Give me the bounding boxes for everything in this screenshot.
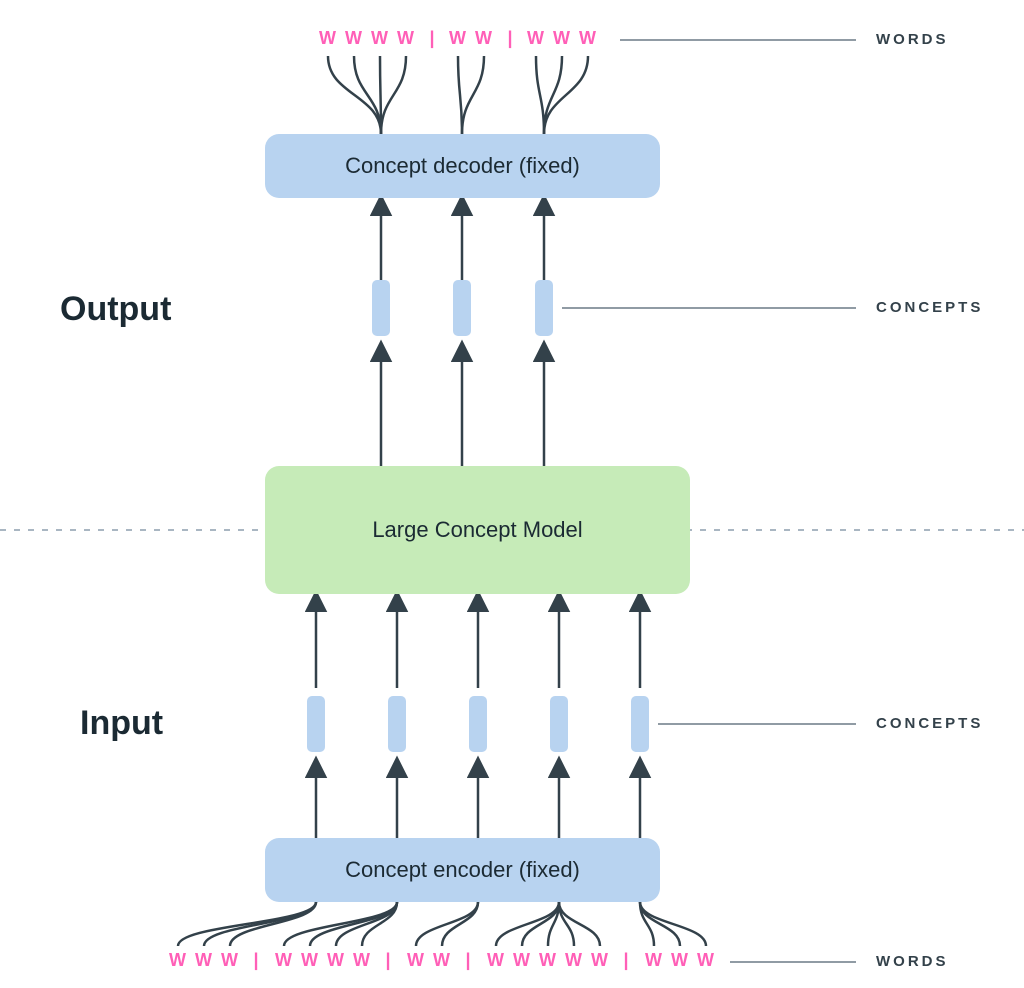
word-token-bottom: W	[565, 950, 583, 971]
word-token-bottom: W	[407, 950, 425, 971]
separator-token-bottom: |	[465, 950, 470, 971]
concept-chip	[372, 280, 390, 336]
decoder-box: Concept decoder (fixed)	[265, 134, 660, 198]
word-token-top: W	[345, 28, 363, 49]
word-token-bottom: W	[221, 950, 239, 971]
concept-chip	[469, 696, 487, 752]
word-token-bottom: W	[671, 950, 689, 971]
annotation-concepts: CONCEPTS	[876, 715, 983, 732]
lcm-box: Large Concept Model	[265, 466, 690, 594]
word-token-bottom: W	[591, 950, 609, 971]
input-label: Input	[80, 704, 163, 743]
word-token-bottom: W	[353, 950, 371, 971]
word-token-bottom: W	[169, 950, 187, 971]
word-token-bottom: W	[539, 950, 557, 971]
word-token-bottom: W	[327, 950, 345, 971]
word-token-top: W	[475, 28, 493, 49]
concept-chip	[453, 280, 471, 336]
word-token-bottom: W	[433, 950, 451, 971]
concept-chip	[388, 696, 406, 752]
word-token-bottom: W	[487, 950, 505, 971]
word-token-bottom: W	[697, 950, 715, 971]
word-token-bottom: W	[513, 950, 531, 971]
concept-chip	[550, 696, 568, 752]
word-token-bottom: W	[645, 950, 663, 971]
word-token-top: W	[553, 28, 571, 49]
word-token-top: W	[449, 28, 467, 49]
word-token-top: W	[527, 28, 545, 49]
concept-chip	[631, 696, 649, 752]
word-token-top: W	[397, 28, 415, 49]
annotation-concepts: CONCEPTS	[876, 299, 983, 316]
concept-chip	[307, 696, 325, 752]
separator-token-bottom: |	[253, 950, 258, 971]
separator-token-top: |	[429, 28, 434, 49]
annotation-words: WORDS	[876, 31, 949, 48]
separator-token-top: |	[507, 28, 512, 49]
word-token-bottom: W	[275, 950, 293, 971]
encoder-box: Concept encoder (fixed)	[265, 838, 660, 902]
separator-token-bottom: |	[623, 950, 628, 971]
separator-token-bottom: |	[385, 950, 390, 971]
word-token-top: W	[319, 28, 337, 49]
word-token-top: W	[371, 28, 389, 49]
word-token-bottom: W	[301, 950, 319, 971]
concept-chip	[535, 280, 553, 336]
annotation-words: WORDS	[876, 953, 949, 970]
word-token-bottom: W	[195, 950, 213, 971]
output-label: Output	[60, 290, 171, 329]
word-token-top: W	[579, 28, 597, 49]
